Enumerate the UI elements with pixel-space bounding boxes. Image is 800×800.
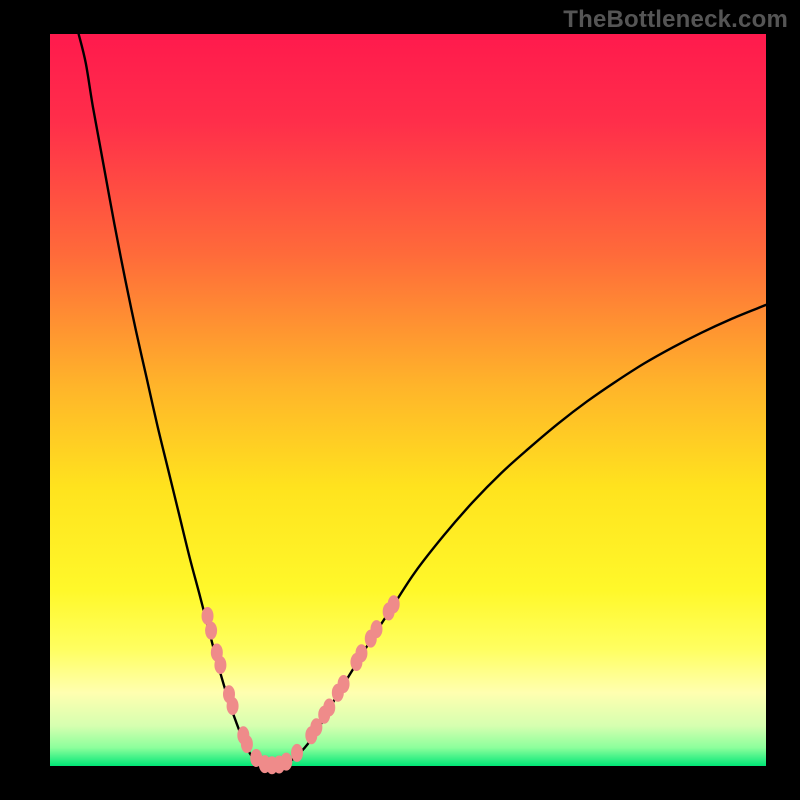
bottleneck-plot	[0, 0, 800, 800]
marker-point	[355, 644, 367, 662]
marker-point	[214, 656, 226, 674]
marker-point	[280, 753, 292, 771]
marker-point	[388, 595, 400, 613]
chart-frame: TheBottleneck.com	[0, 0, 800, 800]
marker-point	[291, 744, 303, 762]
marker-point	[370, 620, 382, 638]
marker-point	[227, 697, 239, 715]
marker-point	[323, 698, 335, 716]
marker-point	[338, 675, 350, 693]
marker-point	[205, 622, 217, 640]
marker-point	[241, 735, 253, 753]
plot-background	[50, 34, 766, 766]
watermark-text: TheBottleneck.com	[563, 6, 788, 34]
